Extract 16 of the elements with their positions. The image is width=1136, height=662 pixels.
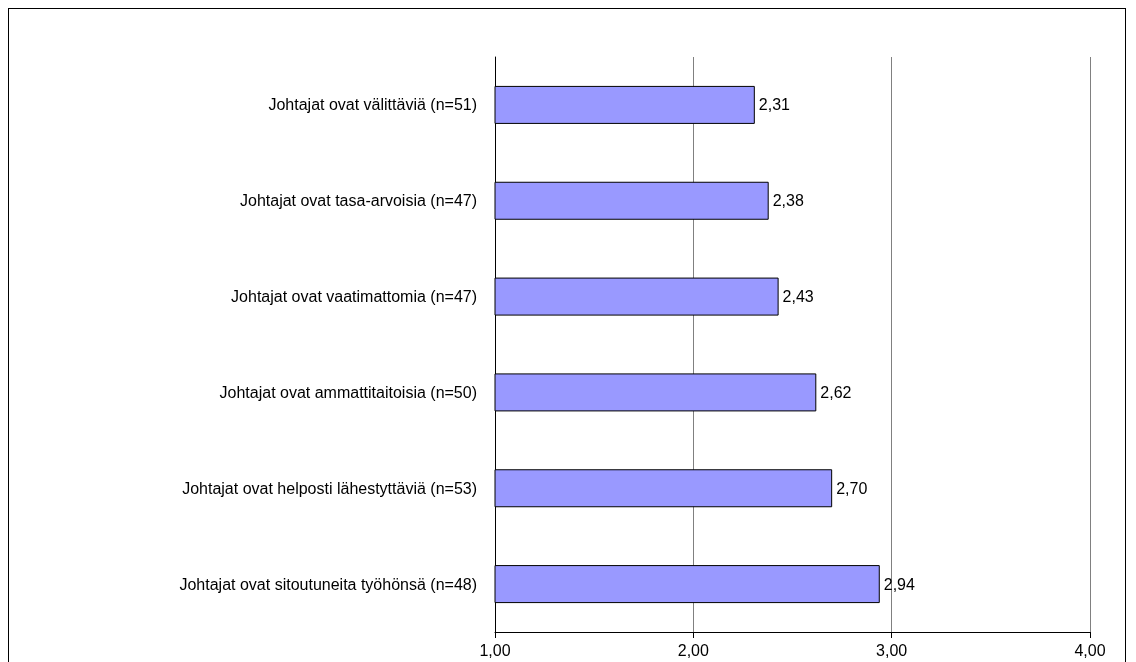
x-tick-label: 3,00 — [876, 641, 908, 659]
y-tick-label: Johtajat ovat helposti lähestyttäviä (n=53) — [182, 479, 477, 497]
y-tick-label: Johtajat ovat vaatimattomia (n=47) — [231, 288, 477, 306]
x-tick-label: 2,00 — [677, 641, 710, 659]
y-tick-label: Johtajat ovat tasa-arvoisia (n=47) — [239, 192, 477, 210]
y-tick-label: Johtajat ovat ammattitaitoisia (n=50) — [219, 383, 477, 401]
data-label: 2,38 — [772, 192, 804, 210]
data-label: 2,43 — [782, 288, 814, 306]
data-label: 2,94 — [883, 575, 916, 593]
data-label: 2,62 — [820, 383, 852, 401]
y-tick-label: Johtajat ovat sitoutuneita työhönsä (n=48) — [179, 575, 477, 593]
y-tick-label: Johtajat ovat välittäviä (n=51) — [268, 96, 477, 114]
data-label: 2,70 — [836, 479, 868, 497]
x-tick-label: 1,00 — [479, 641, 511, 659]
x-tick-label: 4,00 — [1074, 641, 1106, 659]
data-label: 2,31 — [758, 96, 791, 114]
